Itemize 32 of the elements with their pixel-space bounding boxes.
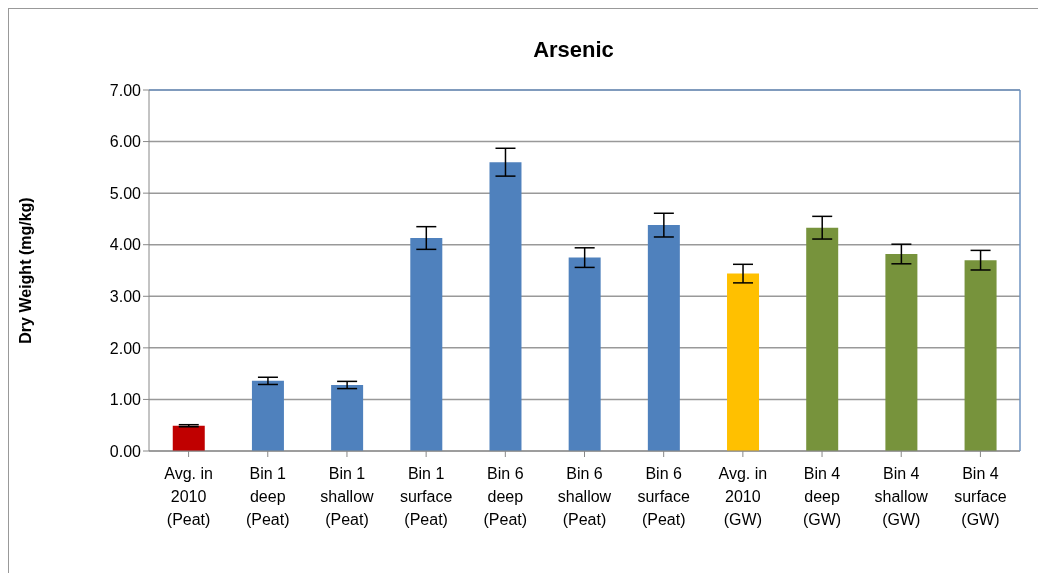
x-tick-label: Avg. in 2010 (Peat) bbox=[164, 465, 213, 528]
x-tick-label: Bin 4 shallow (GW) bbox=[874, 465, 929, 528]
x-tick-label: Bin 6 shallow (Peat) bbox=[557, 465, 612, 528]
x-tick-label: Bin 6 surface (Peat) bbox=[637, 465, 691, 528]
y-tick-label: 2.00 bbox=[109, 339, 142, 357]
y-tick-label: 3.00 bbox=[109, 287, 142, 305]
bar bbox=[489, 162, 522, 451]
y-tick-label: 1.00 bbox=[109, 391, 142, 409]
y-tick-label: 7.00 bbox=[109, 81, 142, 99]
y-tick-label: 5.00 bbox=[109, 184, 142, 202]
y-tick-label: 6.00 bbox=[109, 133, 142, 151]
x-tick-label: Bin 1 deep (Peat) bbox=[245, 465, 290, 528]
x-tick-label: Avg. in 2010 (GW) bbox=[718, 465, 768, 528]
bar bbox=[172, 425, 205, 451]
bar bbox=[331, 384, 364, 451]
x-tick-label: Bin 4 surface (GW) bbox=[954, 465, 1007, 528]
y-tick-label: 4.00 bbox=[109, 236, 142, 254]
chart-title: Arsenic bbox=[532, 37, 615, 63]
x-tick-label: Bin 6 deep (Peat) bbox=[483, 465, 528, 528]
bar bbox=[885, 254, 918, 451]
x-tick-label: Bin 4 deep (GW) bbox=[802, 465, 842, 528]
x-tick-label: Bin 1 surface (Peat) bbox=[399, 465, 453, 528]
x-tick-label: Bin 1 shallow (Peat) bbox=[320, 465, 375, 528]
bar bbox=[964, 260, 997, 451]
bar bbox=[727, 273, 760, 451]
bar bbox=[647, 225, 680, 451]
y-axis-title: Dry Weight (mg/kg) bbox=[16, 197, 34, 344]
bar bbox=[251, 380, 284, 451]
bar bbox=[806, 227, 839, 451]
y-tick-label: 0.00 bbox=[109, 442, 142, 460]
bar bbox=[568, 257, 601, 451]
bar bbox=[410, 238, 443, 451]
